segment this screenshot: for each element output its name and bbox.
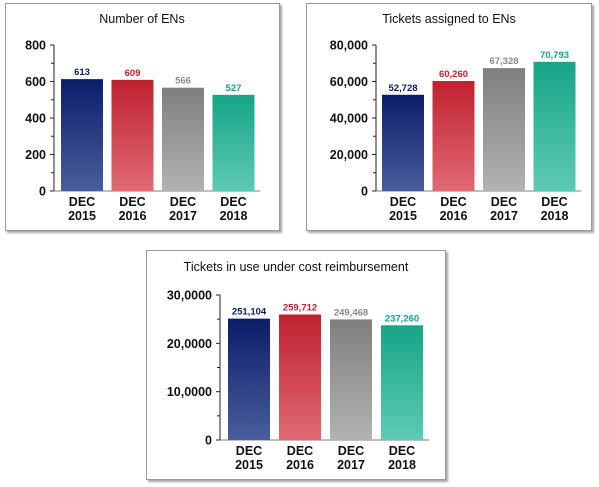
x-tick-label-year: 2018 [220, 209, 248, 223]
data-label: 237,260 [385, 313, 419, 324]
data-label: 67,328 [489, 56, 518, 67]
x-tick-label-year: 2018 [388, 458, 416, 472]
x-tick-label-month: DEC [287, 444, 313, 458]
x-tick-label-month: DEC [491, 195, 517, 209]
data-label: 52,728 [388, 83, 417, 94]
y-tick-label: 40,000 [330, 112, 368, 126]
x-tick-label-month: DEC [119, 195, 145, 209]
y-tick-label: 20,0000 [167, 337, 212, 351]
x-tick-label-year: 2017 [337, 458, 365, 472]
bar-ens-2018 [212, 94, 255, 191]
x-tick-label-year: 2015 [68, 209, 96, 223]
x-tick-label-month: DEC [236, 444, 262, 458]
data-label: 251,104 [232, 307, 267, 318]
data-label: 249,468 [334, 307, 368, 318]
y-tick-label: 0 [361, 185, 368, 199]
chart-panel-tickets-in-use: Tickets in use under cost reimbursement 0… [146, 250, 446, 480]
y-tick-label: 30,0000 [167, 289, 212, 303]
bar-tickets-in-use-2017 [330, 319, 372, 440]
bar-tickets-assigned-2017 [483, 68, 525, 191]
chart-panel-tickets-assigned: Tickets assigned to ENs 0 20,000 40,000 60,0… [306, 3, 592, 231]
y-tick-label: 80,000 [330, 39, 368, 53]
y-tick-label: 800 [25, 39, 46, 53]
x-tick-label-year: 2018 [541, 209, 569, 223]
bar-tickets-in-use-2018 [381, 325, 423, 440]
bar-ens-2017 [162, 87, 204, 191]
x-tick-label-month: DEC [389, 444, 415, 458]
y-tick-label: 200 [25, 148, 46, 162]
data-label: 60,260 [439, 69, 468, 80]
x-tick-label-year: 2015 [389, 209, 417, 223]
x-tick-label-year: 2015 [235, 458, 263, 472]
bar-ens-2015 [61, 79, 103, 191]
bar-tickets-assigned-2018 [533, 61, 576, 191]
data-label: 70,793 [540, 50, 569, 61]
y-tick-label: 400 [25, 112, 46, 126]
x-tick-label-month: DEC [541, 195, 567, 209]
chart-title: Number of ENs [99, 12, 184, 26]
bar-tickets-assigned-2016 [432, 81, 475, 191]
chart-title: Tickets assigned to ENs [382, 12, 516, 26]
x-tick-label-year: 2017 [490, 209, 518, 223]
x-tick-label-year: 2016 [286, 458, 314, 472]
bar-tickets-in-use-2016 [279, 314, 321, 440]
bar-tickets-in-use-2015 [228, 318, 270, 440]
y-tick-label: 600 [25, 75, 46, 89]
y-tick-label: 10,0000 [167, 385, 212, 399]
chart-panel-ens: Number of ENs 0 200 400 600 800 613 DEC 2015 609 D… [5, 3, 280, 231]
x-tick-label-year: 2016 [119, 209, 147, 223]
x-tick-label-month: DEC [390, 195, 416, 209]
x-tick-label-year: 2016 [440, 209, 468, 223]
y-tick-label: 0 [39, 185, 46, 199]
data-label: 613 [74, 67, 90, 78]
data-label: 566 [175, 76, 191, 87]
chart-title: Tickets in use under cost reimbursement [184, 260, 409, 274]
y-tick-label: 60,000 [330, 75, 368, 89]
x-tick-label-year: 2017 [169, 209, 197, 223]
x-tick-label-month: DEC [69, 195, 95, 209]
chart-tickets-assigned-svg: Tickets assigned to ENs 0 20,000 40,000 60,0… [330, 12, 582, 223]
x-tick-label-month: DEC [170, 195, 196, 209]
y-tick-label: 0 [205, 434, 212, 448]
bar-ens-2016 [111, 79, 154, 191]
chart-tickets-in-use-svg: Tickets in use under cost reimbursement 0… [167, 260, 429, 472]
data-label: 259,712 [283, 302, 317, 313]
x-tick-label-month: DEC [338, 444, 364, 458]
x-tick-label-month: DEC [440, 195, 466, 209]
chart-ens-svg: Number of ENs0200400600800613DEC2015609D… [25, 12, 261, 223]
data-label: 609 [125, 68, 141, 79]
data-label: 527 [226, 83, 242, 94]
bar-tickets-assigned-2015 [382, 94, 424, 191]
x-tick-label-month: DEC [220, 195, 246, 209]
y-tick-label: 20,000 [330, 148, 368, 162]
